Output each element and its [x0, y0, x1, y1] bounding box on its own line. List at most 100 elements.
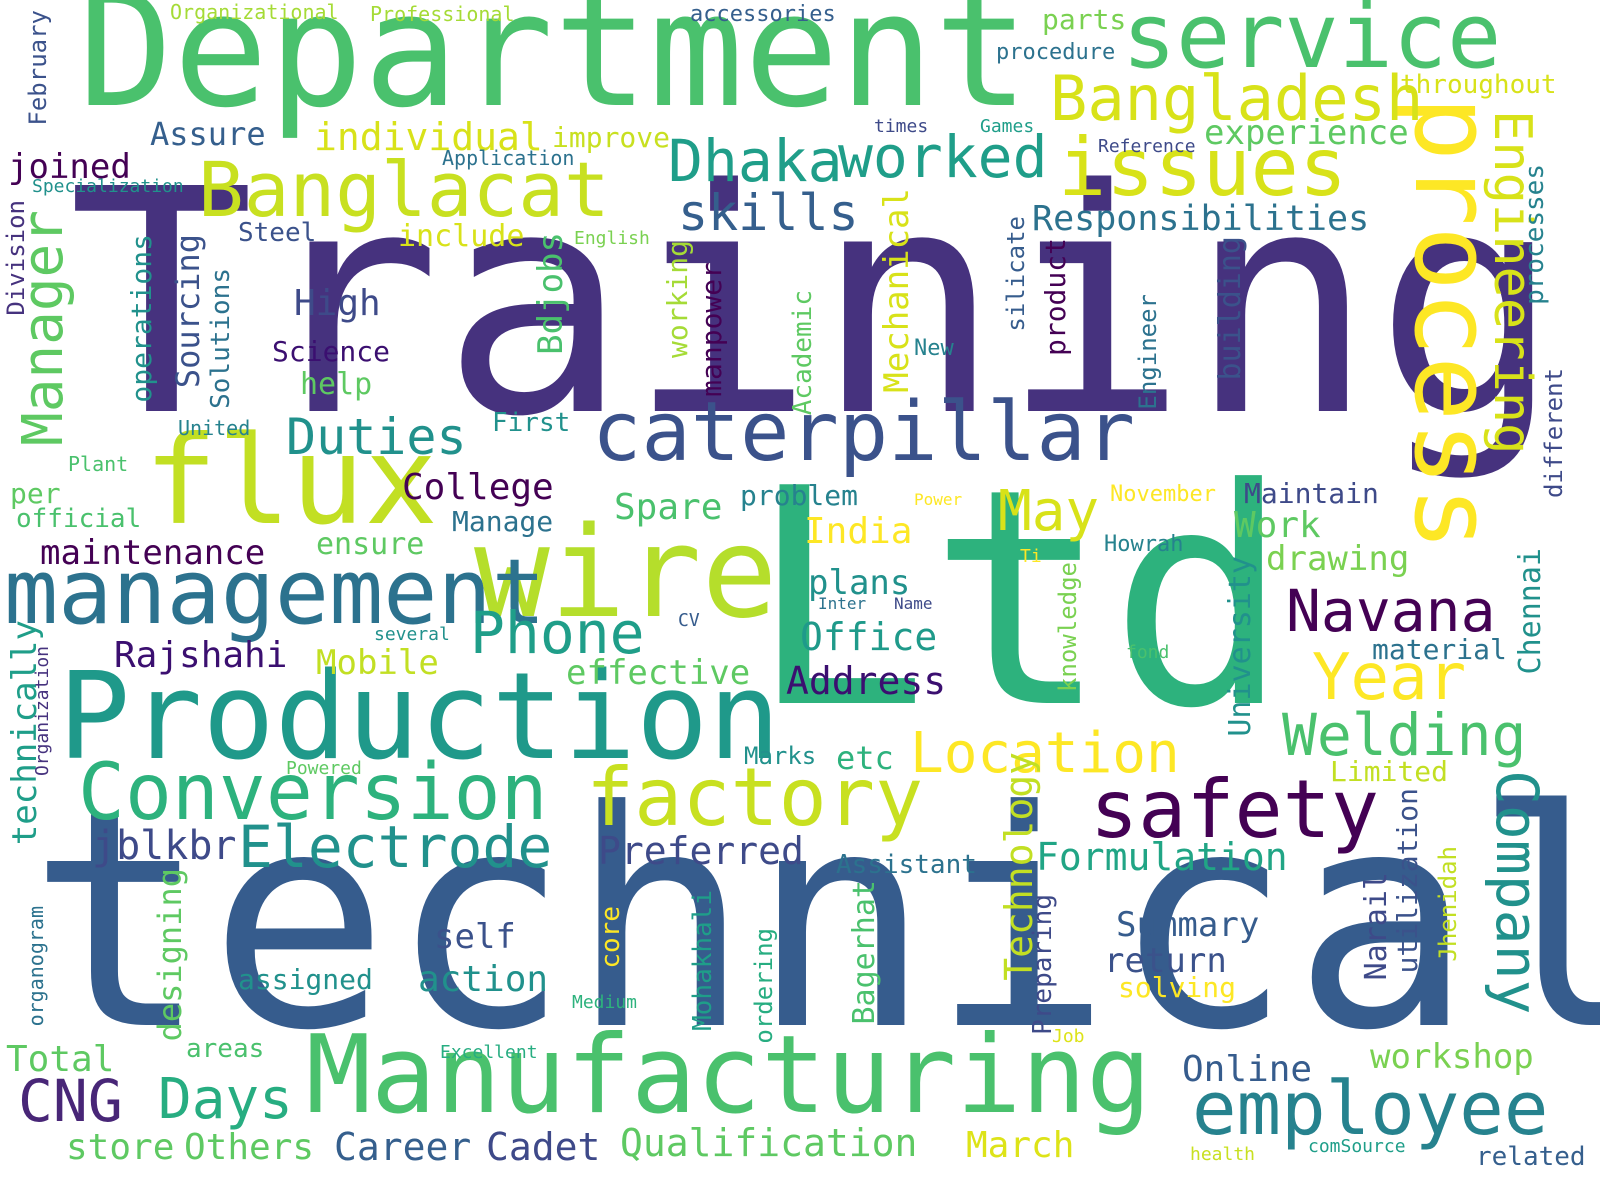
- word-new: New: [914, 336, 954, 361]
- word-core: core: [596, 906, 626, 969]
- word-dhaka: Dhaka: [668, 127, 843, 195]
- word-limited: Limited: [1330, 755, 1449, 788]
- word-plans: plans: [808, 563, 911, 603]
- word-assure: Assure: [150, 115, 266, 153]
- word-wire: wire: [474, 499, 778, 646]
- word-total: Total: [6, 1039, 115, 1080]
- word-solving: solving: [1118, 971, 1237, 1004]
- word-summary: Summary: [1116, 905, 1260, 945]
- word-material: material: [1372, 633, 1507, 666]
- word-individual: individual: [314, 115, 543, 159]
- word-welding: Welding: [1282, 701, 1527, 769]
- word-engineer: Engineer: [1134, 294, 1162, 410]
- word-cng: CNG: [18, 1067, 123, 1135]
- word-silicate: silicate: [1002, 216, 1030, 332]
- word-office: Office: [800, 615, 938, 659]
- word-knowledge: knowledge: [1054, 562, 1082, 693]
- word-organogram: organogram: [24, 906, 48, 1027]
- word-bdjobs: Bdjobs: [531, 232, 571, 355]
- word-march: March: [966, 1125, 1075, 1166]
- word-division: Division: [2, 200, 30, 316]
- word-days: Days: [158, 1067, 293, 1132]
- word-cv: CV: [678, 610, 700, 631]
- word-formulation: Formulation: [1036, 835, 1288, 879]
- word-work: Work: [1234, 505, 1321, 546]
- word-department: Department: [78, 0, 1030, 143]
- word-college: College: [402, 467, 554, 508]
- word-employee: employee: [1192, 1066, 1549, 1152]
- word-rajshahi: Rajshahi: [114, 635, 288, 676]
- word-problem: problem: [740, 479, 859, 512]
- word-navana: Navana: [1286, 577, 1496, 645]
- word-jblkbr: jblkbr: [92, 823, 237, 869]
- word-several: several: [374, 624, 450, 645]
- word-production: Production: [58, 648, 781, 787]
- word-job: Job: [1052, 1026, 1085, 1047]
- word-mechanical: Mechanical: [877, 188, 917, 393]
- word-medium: Medium: [572, 992, 638, 1013]
- word-safety: safety: [1090, 763, 1379, 856]
- word-service: service: [1122, 0, 1502, 89]
- word-company: Company: [1483, 770, 1551, 1015]
- word-preferred: Preferred: [598, 829, 804, 873]
- word-jhenidah: Jhenidah: [1434, 846, 1462, 962]
- word-ensure: ensure: [316, 527, 425, 562]
- word-location: Location: [910, 721, 1180, 786]
- word-specialization: Specialization: [32, 176, 184, 197]
- word-academic: Academic: [788, 290, 818, 416]
- word-conversion: Conversion: [78, 748, 548, 838]
- word-organizational: Organizational: [170, 0, 339, 24]
- word-drawing: drawing: [1266, 539, 1410, 579]
- word-ordering: ordering: [750, 928, 778, 1044]
- word-different: different: [1540, 368, 1568, 499]
- word-official: official: [16, 504, 142, 534]
- word-bagerhat: Bagerhat: [847, 880, 882, 1025]
- word-high: High: [294, 283, 381, 324]
- word-return: return: [1104, 941, 1227, 981]
- word-improve: improve: [552, 121, 671, 154]
- word-etc: etc: [836, 739, 894, 777]
- word-manpower: manpower: [695, 262, 728, 397]
- word-marks: Marks: [744, 742, 817, 770]
- word-mohakhali: Mohakhali: [688, 890, 718, 1031]
- word-assigned: assigned: [238, 963, 373, 996]
- word-issues: issues: [1058, 121, 1347, 214]
- word-responsibilities: Responsibilities: [1032, 199, 1370, 239]
- word-university: University: [1223, 556, 1258, 737]
- word-accessories: accessories: [690, 2, 836, 27]
- word-technical: technical: [28, 747, 1600, 1096]
- word-maintenance: maintenance: [40, 533, 266, 573]
- word-parts: parts: [1042, 3, 1127, 36]
- word-ltd: Ltd: [748, 425, 1290, 774]
- word-phone: Phone: [470, 599, 645, 667]
- word-howrah: Howrah: [1104, 532, 1184, 557]
- word-application: Application: [442, 146, 575, 170]
- word-store: store: [66, 1127, 175, 1168]
- word-skills: skills: [678, 184, 859, 242]
- word-engineering: Engineering: [1482, 110, 1542, 455]
- word-united: United: [178, 416, 251, 440]
- word-caterpillar: caterpillar: [592, 385, 1136, 480]
- word-february: February: [24, 10, 52, 126]
- word-excellent: Excellent: [440, 1042, 538, 1063]
- word-utilization: utilization: [1391, 788, 1424, 974]
- word-joined: joined: [8, 147, 131, 187]
- word-operations: operations: [125, 234, 158, 403]
- word-online: Online: [1182, 1049, 1313, 1090]
- word-health: health: [1190, 1144, 1256, 1165]
- word-ti: Ti: [1020, 546, 1042, 567]
- word-reference: Reference: [1098, 136, 1196, 157]
- word-year: Year: [1312, 641, 1467, 715]
- word-worked: worked: [838, 123, 1048, 191]
- word-manage: Manage: [452, 505, 554, 538]
- word-inter: Inter: [818, 594, 867, 613]
- word-include: include: [398, 219, 525, 254]
- word-self: self: [434, 917, 516, 957]
- word-cadet: Cadet: [486, 1125, 601, 1169]
- word-flux: flux: [144, 410, 438, 552]
- word-per: per: [10, 477, 61, 510]
- word-others: Others: [184, 1127, 315, 1168]
- word-building: building: [1213, 236, 1248, 381]
- word-november: November: [1110, 482, 1216, 507]
